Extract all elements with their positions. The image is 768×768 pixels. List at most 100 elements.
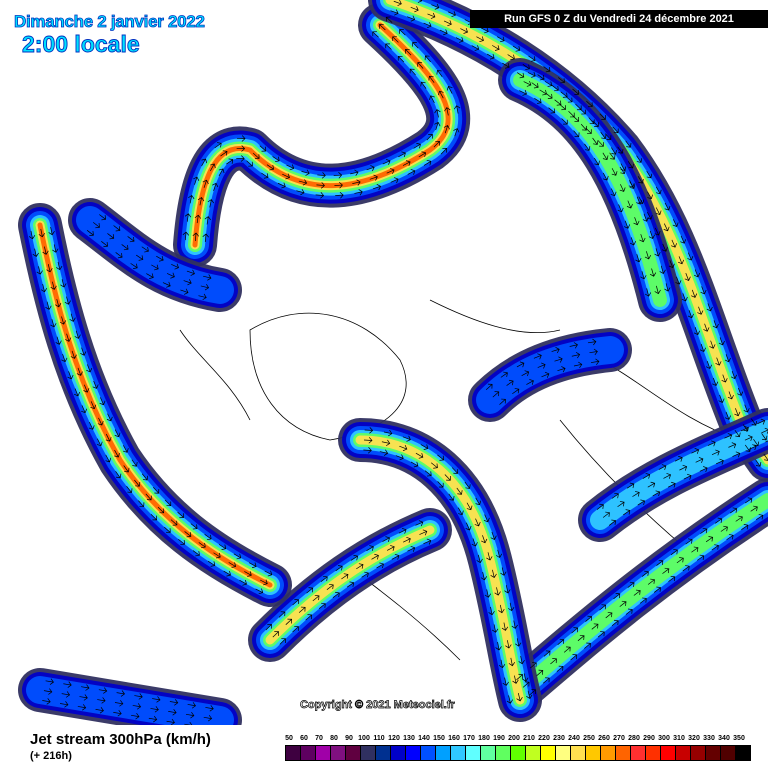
legend-label: 70 <box>315 735 323 742</box>
wind-arrow-icon <box>617 146 624 154</box>
wind-arrow-icon <box>728 442 737 449</box>
wind-arrow-icon <box>354 189 363 196</box>
wind-arrow-icon <box>571 351 581 359</box>
wind-arrow-icon <box>476 554 483 564</box>
wind-arrow-icon <box>56 261 63 271</box>
wind-arrow-icon <box>661 243 668 252</box>
wind-arrow-icon <box>261 172 269 179</box>
legend-swatch <box>361 746 376 760</box>
wind-arrow-icon <box>198 542 206 549</box>
wind-arrow-icon <box>556 665 564 672</box>
wind-arrow-icon <box>42 698 51 705</box>
wind-arrow-icon <box>121 244 129 251</box>
wind-arrow-icon <box>266 164 275 171</box>
wind-arrow-icon <box>619 166 626 174</box>
legend-label: 250 <box>583 735 595 742</box>
wind-arrow-icon <box>134 479 141 487</box>
wind-arrow-icon <box>437 481 444 488</box>
wind-arrow-icon <box>38 228 46 238</box>
wind-arrow-icon <box>131 712 140 720</box>
legend-label: 280 <box>628 735 640 742</box>
legend-swatch <box>496 746 511 760</box>
wind-arrow-icon <box>571 627 579 634</box>
wind-arrow-icon <box>521 370 530 377</box>
wind-arrow-icon <box>543 650 551 657</box>
wind-arrow-icon <box>152 696 161 703</box>
wind-arrow-icon <box>169 699 179 706</box>
wind-arrow-icon <box>691 289 698 298</box>
wind-arrow-icon <box>729 507 738 514</box>
wind-arrow-icon <box>735 515 743 522</box>
wind-arrow-icon <box>292 599 299 606</box>
wind-arrow-icon <box>554 356 563 363</box>
wind-arrow-icon <box>611 492 619 499</box>
wind-arrow-icon <box>684 272 691 282</box>
wind-arrow-icon <box>624 220 631 229</box>
wind-arrow-icon <box>617 501 625 508</box>
wind-arrow-icon <box>498 659 506 669</box>
wind-arrow-icon <box>76 367 83 376</box>
legend-swatch <box>706 746 721 760</box>
wind-arrow-icon <box>508 602 515 612</box>
wind-arrow-icon <box>200 284 210 291</box>
wind-arrow-icon <box>70 350 77 359</box>
wind-arrow-icon <box>523 80 532 87</box>
legend-label: 210 <box>523 735 535 742</box>
wind-arrow-icon <box>504 585 511 594</box>
wind-arrow-icon <box>92 222 100 229</box>
legend-label: 60 <box>300 735 308 742</box>
wind-arrow-icon <box>134 693 143 700</box>
wind-arrow-icon <box>765 436 768 443</box>
wind-arrow-icon <box>497 36 505 43</box>
wind-arrow-icon <box>647 191 653 200</box>
wind-arrow-icon <box>498 604 505 614</box>
wind-arrow-icon <box>162 281 171 288</box>
wind-arrow-icon <box>709 340 716 349</box>
wind-arrow-icon <box>518 655 525 665</box>
wind-arrow-icon <box>115 471 122 479</box>
forecast-hour: 2:00 locale <box>22 31 141 58</box>
wind-arrow-icon <box>457 507 464 516</box>
wind-arrow-icon <box>594 157 600 166</box>
wind-arrow-icon <box>483 514 490 523</box>
wind-arrow-icon <box>662 567 670 574</box>
wind-arrow-icon <box>372 31 379 38</box>
legend-swatch <box>526 746 541 760</box>
wind-arrow-icon <box>444 474 451 481</box>
wind-arrow-icon <box>543 66 551 73</box>
wind-arrow-icon <box>600 131 607 140</box>
wind-arrow-icon <box>419 529 428 536</box>
wind-arrow-icon <box>672 219 679 227</box>
wind-arrow-icon <box>680 235 687 244</box>
wind-arrow-icon <box>138 500 145 507</box>
wind-arrow-icon <box>79 694 88 701</box>
wind-arrow-icon <box>707 440 716 447</box>
legend-swatch <box>391 746 406 760</box>
wind-arrow-icon <box>184 721 193 725</box>
wind-arrow-icon <box>507 54 515 61</box>
wind-arrow-icon <box>183 279 192 286</box>
wind-arrow-icon <box>436 69 443 77</box>
wind-arrow-icon <box>734 429 741 438</box>
wind-arrow-icon <box>366 545 374 552</box>
wind-arrow-icon <box>744 435 753 442</box>
wind-arrow-icon <box>259 579 268 586</box>
wind-arrow-icon <box>427 12 436 19</box>
wind-arrow-icon <box>105 433 112 442</box>
wind-arrow-icon <box>204 534 212 541</box>
wind-arrow-icon <box>335 565 343 572</box>
jet-stream-map <box>18 0 768 725</box>
wind-arrow-icon <box>647 578 655 585</box>
wind-arrow-icon <box>539 89 547 96</box>
wind-arrow-icon <box>490 531 497 540</box>
wind-arrow-icon <box>180 288 189 295</box>
wind-arrow-icon <box>146 273 154 279</box>
wind-arrow-icon <box>499 398 506 405</box>
legend-swatch <box>631 746 646 760</box>
legend-label: 180 <box>478 735 490 742</box>
wind-arrow-icon <box>655 207 662 216</box>
wind-arrow-icon <box>475 497 482 506</box>
legend-label: 50 <box>285 735 293 742</box>
legend-label: 320 <box>688 735 700 742</box>
wind-arrow-icon <box>699 466 708 473</box>
